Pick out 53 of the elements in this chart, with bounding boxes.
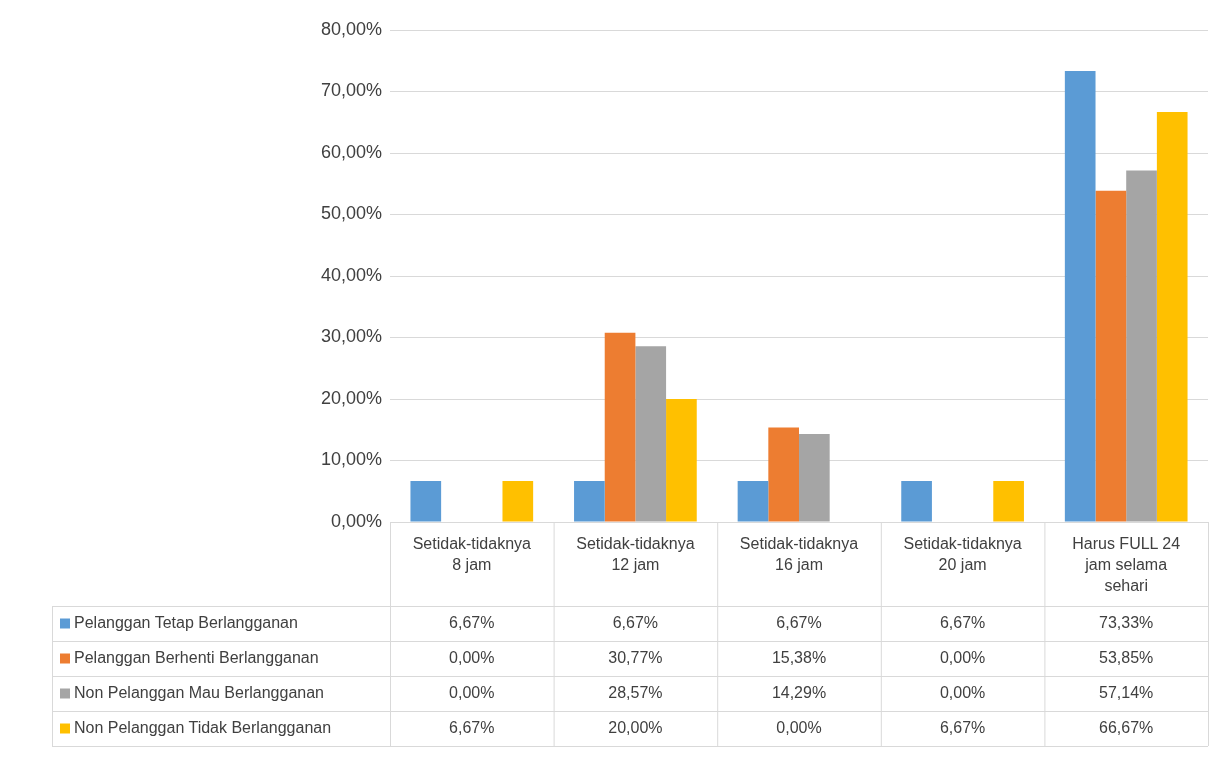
- bar: [901, 480, 932, 522]
- data-label: 6,67%: [776, 613, 822, 631]
- x-tick-label: Setidak-tidaknya 8 jam: [412, 534, 532, 573]
- data-label: 6,67%: [939, 613, 986, 631]
- data-label: 6,67%: [612, 613, 659, 631]
- y-tick-label: 0,00%: [330, 510, 382, 531]
- data-label: 14,29%: [771, 683, 827, 701]
- bar: [993, 480, 1024, 522]
- y-tick-label: 10,00%: [320, 449, 382, 470]
- data-label: 73,33%: [1099, 613, 1154, 631]
- data-label: 0,00%: [776, 718, 822, 736]
- bar: [1095, 190, 1127, 522]
- data-label: 20,00%: [608, 718, 663, 736]
- y-tick-label: 80,00%: [320, 18, 382, 39]
- x-tick-label: Setidak-tidaknya 16 jam: [739, 534, 859, 573]
- data-label: 15,38%: [771, 648, 827, 666]
- bar: [635, 346, 667, 522]
- bar: [410, 480, 442, 522]
- bar: [574, 480, 605, 522]
- data-label: 6,67%: [449, 613, 495, 631]
- data-label: 30,77%: [608, 648, 663, 666]
- x-tick-label: Harus FULL 24 jam selama sehari: [1072, 534, 1181, 594]
- data-label: 0,00%: [449, 683, 495, 701]
- legend-label: Pelanggan Berhenti Berlangganan: [74, 648, 319, 666]
- data-label: 6,67%: [449, 718, 495, 736]
- bar: [604, 332, 636, 522]
- y-tick-label: 50,00%: [320, 203, 382, 224]
- y-tick-label: 40,00%: [320, 264, 382, 285]
- y-tick-label: 20,00%: [320, 387, 382, 408]
- data-label: 0,00%: [939, 683, 986, 701]
- data-label: 57,14%: [1099, 683, 1154, 701]
- y-tick-label: 60,00%: [320, 141, 382, 162]
- bar: [666, 399, 697, 522]
- data-label: 28,57%: [608, 683, 663, 701]
- y-tick-label: 70,00%: [320, 80, 382, 101]
- data-label: 53,85%: [1099, 648, 1154, 666]
- legend-label: Pelanggan Tetap Berlangganan: [74, 613, 298, 631]
- bar: [1064, 71, 1096, 522]
- x-tick-label: Setidak-tidaknya 12 jam: [576, 534, 695, 573]
- data-label: 66,67%: [1099, 718, 1154, 736]
- bar: [1156, 111, 1188, 522]
- bar: [737, 480, 769, 522]
- legend-label: Non Pelanggan Tidak Berlangganan: [74, 718, 332, 736]
- y-tick-label: 30,00%: [320, 326, 382, 347]
- legend-label: Non Pelanggan Mau Berlangganan: [74, 683, 324, 701]
- bar: [502, 480, 534, 522]
- data-label: 0,00%: [449, 648, 495, 666]
- bar: [799, 434, 830, 522]
- bar: [1126, 170, 1157, 522]
- data-label: 6,67%: [939, 718, 986, 736]
- x-tick-label: Setidak-tidaknya 20 jam: [903, 534, 1022, 573]
- data-label: 0,00%: [939, 648, 986, 666]
- bar: [768, 427, 799, 522]
